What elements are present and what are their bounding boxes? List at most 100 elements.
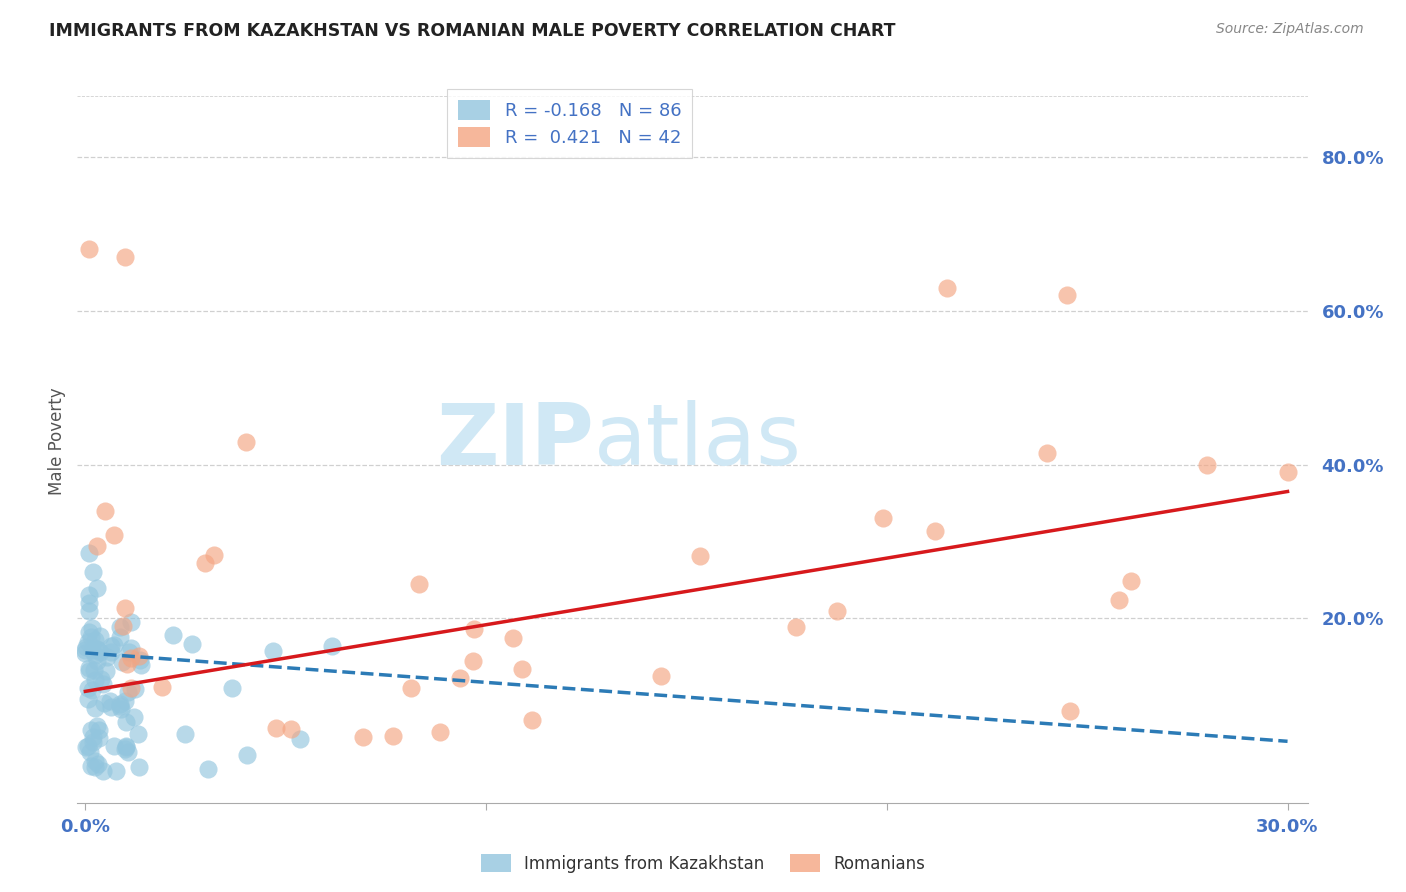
Text: ZIP: ZIP — [436, 400, 595, 483]
Point — [79, 596, 101, 610]
Point — [280, 722, 302, 736]
Point — [1056, 288, 1078, 302]
Point — [194, 556, 217, 570]
Point — [408, 577, 430, 591]
Point — [80, 630, 103, 644]
Point — [128, 760, 150, 774]
Point — [77, 664, 100, 678]
Point — [221, 681, 243, 695]
Point — [82, 734, 104, 748]
Point — [100, 639, 122, 653]
Point — [103, 739, 125, 754]
Point — [80, 723, 103, 737]
Point — [79, 604, 101, 618]
Point — [117, 745, 139, 759]
Point — [174, 727, 197, 741]
Point — [80, 642, 103, 657]
Point — [115, 739, 138, 753]
Point — [120, 651, 142, 665]
Point — [120, 615, 142, 629]
Point — [382, 729, 405, 743]
Point — [94, 664, 117, 678]
Point — [321, 639, 343, 653]
Point — [127, 727, 149, 741]
Point — [77, 625, 100, 640]
Point — [115, 715, 138, 730]
Point — [162, 628, 184, 642]
Point — [110, 701, 132, 715]
Point — [288, 731, 311, 746]
Point — [114, 742, 136, 756]
Point — [100, 700, 122, 714]
Point — [1197, 458, 1219, 472]
Point — [79, 745, 101, 759]
Point — [112, 619, 135, 633]
Point — [935, 281, 957, 295]
Point — [84, 673, 107, 687]
Point — [79, 546, 101, 560]
Point — [197, 762, 219, 776]
Point — [93, 676, 115, 690]
Point — [120, 681, 142, 695]
Point — [463, 622, 485, 636]
Point — [110, 620, 132, 634]
Point — [75, 640, 97, 654]
Point — [80, 759, 103, 773]
Point — [103, 528, 125, 542]
Point — [86, 581, 108, 595]
Point — [114, 250, 136, 264]
Point — [264, 722, 287, 736]
Point — [100, 645, 122, 659]
Point — [129, 653, 152, 667]
Point — [510, 662, 533, 676]
Legend: Immigrants from Kazakhstan, Romanians: Immigrants from Kazakhstan, Romanians — [474, 847, 932, 880]
Point — [91, 764, 114, 778]
Point — [75, 739, 97, 754]
Point — [1059, 704, 1081, 718]
Point — [825, 603, 848, 617]
Point — [87, 731, 110, 745]
Point — [872, 510, 894, 524]
Legend: R = -0.168   N = 86, R =  0.421   N = 42: R = -0.168 N = 86, R = 0.421 N = 42 — [447, 89, 692, 158]
Point — [262, 644, 284, 658]
Point — [110, 631, 132, 645]
Point — [86, 642, 108, 657]
Point — [90, 672, 112, 686]
Point — [131, 658, 153, 673]
Point — [86, 539, 108, 553]
Text: IMMIGRANTS FROM KAZAKHSTAN VS ROMANIAN MALE POVERTY CORRELATION CHART: IMMIGRANTS FROM KAZAKHSTAN VS ROMANIAN M… — [49, 22, 896, 40]
Point — [77, 692, 100, 706]
Point — [76, 681, 98, 695]
Point — [98, 694, 121, 708]
Point — [75, 642, 97, 657]
Point — [689, 549, 711, 563]
Point — [82, 565, 104, 579]
Point — [110, 699, 132, 714]
Point — [1119, 574, 1142, 589]
Point — [87, 723, 110, 737]
Point — [1036, 446, 1059, 460]
Point — [150, 680, 173, 694]
Point — [83, 759, 105, 773]
Point — [86, 655, 108, 669]
Point — [76, 635, 98, 649]
Point — [202, 548, 225, 562]
Point — [75, 646, 97, 660]
Point — [87, 756, 110, 771]
Point — [122, 710, 145, 724]
Point — [120, 640, 142, 655]
Point — [115, 739, 138, 754]
Point — [79, 661, 101, 675]
Y-axis label: Male Poverty: Male Poverty — [48, 388, 66, 495]
Point — [924, 524, 946, 538]
Point — [86, 719, 108, 733]
Point — [82, 730, 104, 744]
Point — [84, 648, 107, 662]
Point — [1277, 465, 1299, 479]
Point — [105, 764, 128, 778]
Point — [111, 655, 134, 669]
Text: Source: ZipAtlas.com: Source: ZipAtlas.com — [1216, 22, 1364, 37]
Point — [236, 748, 259, 763]
Point — [114, 694, 136, 708]
Point — [79, 243, 101, 257]
